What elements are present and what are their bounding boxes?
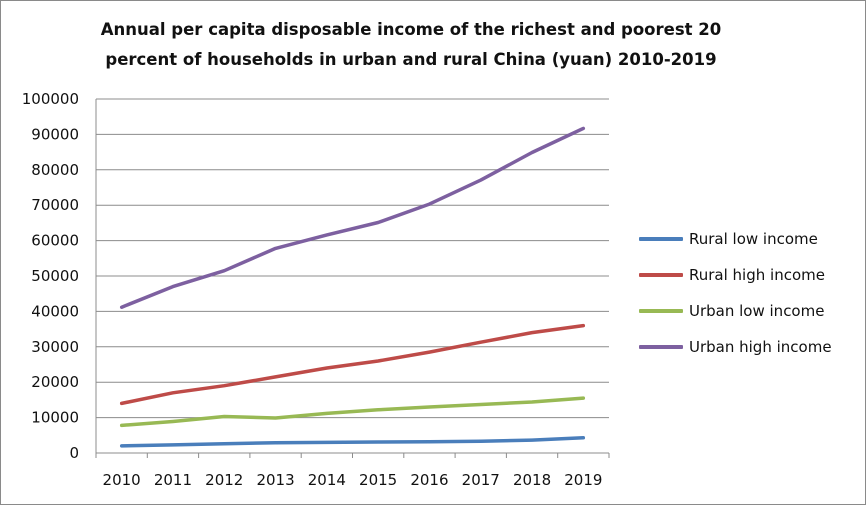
y-tick-label: 0 bbox=[69, 444, 79, 462]
y-tick-label: 40000 bbox=[31, 302, 79, 320]
y-tick-label: 30000 bbox=[31, 338, 79, 356]
legend-swatch bbox=[639, 237, 683, 241]
y-tick-label: 70000 bbox=[31, 196, 79, 214]
legend-item: Urban low income bbox=[639, 293, 832, 329]
legend-swatch bbox=[639, 345, 683, 349]
x-tick-label: 2018 bbox=[513, 471, 551, 489]
y-tick-label: 100000 bbox=[22, 90, 79, 108]
legend-item: Urban high income bbox=[639, 329, 832, 365]
legend-item: Rural high income bbox=[639, 257, 832, 293]
x-tick-label: 2017 bbox=[462, 471, 500, 489]
legend-label: Urban high income bbox=[689, 338, 832, 356]
x-tick-label: 2011 bbox=[154, 471, 192, 489]
legend-label: Rural high income bbox=[689, 266, 825, 284]
x-tick-label: 2014 bbox=[308, 471, 346, 489]
y-tick-label: 50000 bbox=[31, 267, 79, 285]
x-tick-label: 2015 bbox=[359, 471, 397, 489]
chart-title-line-2: percent of households in urban and rural… bbox=[105, 50, 717, 69]
series-line bbox=[119, 436, 586, 448]
y-tick-label: 90000 bbox=[31, 125, 79, 143]
chart-legend: Rural low income Rural high income Urban l… bbox=[639, 221, 832, 365]
legend-swatch bbox=[639, 309, 683, 313]
legend-label: Urban low income bbox=[689, 302, 825, 320]
chart-title: Annual per capita disposable income of t… bbox=[61, 15, 761, 75]
legend-item: Rural low income bbox=[639, 221, 832, 257]
series-line bbox=[119, 396, 586, 428]
legend-swatch bbox=[639, 273, 683, 277]
chart-title-line-1: Annual per capita disposable income of t… bbox=[100, 20, 722, 39]
x-tick-label: 2010 bbox=[103, 471, 141, 489]
legend-label: Rural low income bbox=[689, 230, 818, 248]
x-tick-label: 2012 bbox=[205, 471, 243, 489]
y-tick-label: 10000 bbox=[31, 409, 79, 427]
y-tick-label: 60000 bbox=[31, 232, 79, 250]
series-line bbox=[119, 323, 586, 406]
y-tick-label: 80000 bbox=[31, 161, 79, 179]
x-tick-label: 2016 bbox=[410, 471, 448, 489]
y-tick-label: 20000 bbox=[31, 373, 79, 391]
x-tick-label: 2013 bbox=[256, 471, 294, 489]
x-tick-label: 2019 bbox=[564, 471, 602, 489]
series-line bbox=[119, 126, 586, 309]
